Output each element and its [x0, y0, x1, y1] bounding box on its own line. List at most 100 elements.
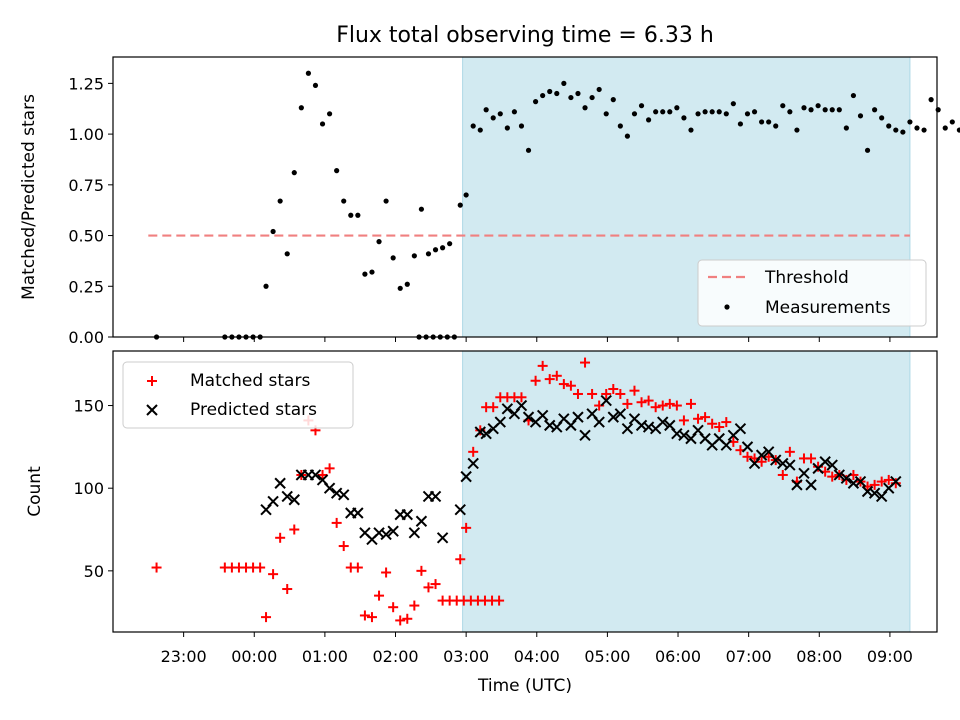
- x-tick-label: 01:00: [302, 647, 348, 666]
- measurement-point: [928, 97, 934, 103]
- measurement-point: [893, 127, 899, 133]
- measurement-point: [326, 111, 333, 117]
- measurement-point: [497, 111, 503, 117]
- matched-star-marker: [622, 398, 633, 409]
- predicted-star-marker: [607, 411, 619, 423]
- measurement-point: [348, 212, 354, 218]
- matched-star-marker: [643, 395, 654, 406]
- matched-star-marker: [268, 569, 279, 580]
- predicted-star-marker: [288, 494, 300, 506]
- measurement-point: [949, 119, 955, 125]
- x-tick-label: 03:00: [443, 647, 489, 666]
- measurement-point: [688, 127, 694, 133]
- predicted-star-marker: [840, 472, 853, 484]
- measurement-point: [277, 198, 283, 204]
- measurement-point: [709, 109, 715, 115]
- measurement-point: [463, 192, 469, 198]
- matched-star-marker: [255, 562, 266, 573]
- matched-star-marker: [516, 392, 527, 403]
- measurement-point: [341, 198, 347, 204]
- matched-star-marker: [742, 451, 753, 462]
- measurement-point: [857, 113, 864, 119]
- measurement-point: [730, 101, 736, 107]
- matched-star-marker: [551, 370, 562, 381]
- measurement-point: [425, 251, 432, 257]
- measurement-point: [921, 127, 927, 133]
- matched-star-marker: [777, 469, 788, 480]
- measurement-point: [850, 92, 857, 99]
- measurement-point: [589, 94, 595, 101]
- measurement-point: [603, 111, 609, 117]
- matched-star-marker: [587, 388, 598, 399]
- axes-frame: [112, 350, 938, 633]
- measurement-point: [518, 123, 525, 129]
- legend: Threshold Measurements: [697, 259, 927, 327]
- matched-star-marker: [151, 562, 162, 573]
- measurement-point: [737, 121, 744, 127]
- measurement-point: [319, 121, 326, 127]
- measurement-point: [900, 129, 906, 135]
- predicted-star-marker: [274, 477, 286, 489]
- measurement-point: [540, 92, 546, 99]
- y-tick-label: 0.00: [68, 328, 104, 347]
- measurement-point: [646, 117, 652, 123]
- predicted-star-marker: [429, 490, 442, 503]
- predicted-star-marker: [408, 527, 421, 539]
- x-tick-label: 04:00: [514, 647, 560, 666]
- measurement-point: [843, 125, 849, 131]
- measurement-point: [575, 90, 581, 97]
- measurement-point: [956, 127, 960, 133]
- x-tick-label: 09:00: [867, 647, 913, 666]
- measurement-point: [411, 253, 417, 259]
- matched-star-marker: [416, 565, 427, 576]
- matched-star-marker: [537, 360, 548, 371]
- measurement-point: [794, 127, 800, 133]
- measurement-point: [822, 107, 828, 113]
- matched-star-marker: [685, 398, 696, 409]
- matched-star-marker: [876, 476, 887, 487]
- matched-star-marker: [608, 384, 619, 395]
- y-tick-label: 50: [84, 562, 104, 581]
- predicted-star-marker: [720, 439, 732, 451]
- legend-box: [697, 259, 927, 327]
- measurement-point: [808, 107, 814, 113]
- measurement-point: [284, 251, 290, 257]
- x-tick-label: 05:00: [584, 647, 630, 666]
- predicted-star-marker: [415, 515, 428, 527]
- measurement-point: [723, 111, 729, 117]
- predicted-star-marker: [826, 459, 838, 471]
- predicted-star-marker: [501, 403, 514, 415]
- predicted-star-marker: [579, 429, 591, 442]
- predicted-star-marker: [309, 469, 322, 481]
- matched-star-marker: [756, 456, 767, 467]
- x-tick-label: 08:00: [796, 647, 842, 666]
- axes-frame: [112, 56, 938, 338]
- predicted-star-marker: [467, 457, 479, 470]
- matched-star-marker: [700, 412, 711, 423]
- predicted-star-marker: [536, 409, 549, 422]
- measurement-point: [787, 109, 793, 115]
- predicted-star-marker: [494, 416, 506, 428]
- predicted-star-marker: [819, 456, 831, 468]
- measurement-point: [801, 105, 807, 111]
- matched-star-marker: [636, 397, 647, 408]
- y-tick-label: 1.00: [68, 125, 104, 144]
- y-tick-label: 100: [73, 479, 104, 498]
- predicted-star-marker: [380, 528, 392, 541]
- matched-star-marker: [366, 612, 377, 623]
- predicted-star-marker: [401, 508, 413, 521]
- matched-star-marker: [869, 479, 880, 490]
- measurement-point: [596, 86, 602, 93]
- matched-star-marker: [388, 602, 399, 613]
- chart-title: Flux total observing time = 6.33 h: [336, 23, 714, 48]
- matched-star-marker: [317, 469, 328, 480]
- measurement-point: [766, 119, 772, 125]
- measurement-point: [667, 109, 673, 115]
- matched-star-marker: [544, 374, 555, 385]
- measurement-point: [886, 123, 892, 129]
- top-panel: 0.00 0.25 0.50 0.75 1.00 1.25 Matched/Predicte…: [19, 56, 960, 347]
- predicted-star-marker: [515, 399, 528, 412]
- measurement-point: [477, 127, 483, 133]
- measurement-point: [547, 88, 553, 95]
